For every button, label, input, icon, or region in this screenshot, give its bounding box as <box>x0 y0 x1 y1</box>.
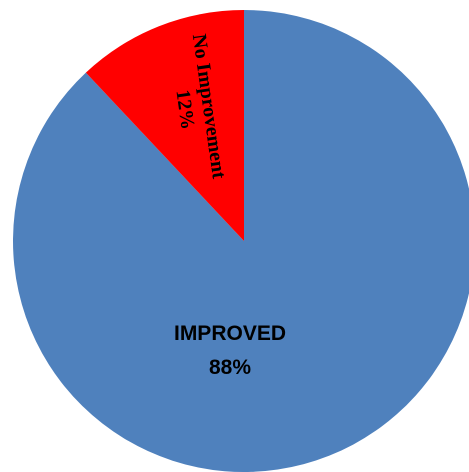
slice-percent-improved: 88% <box>209 356 251 379</box>
pie-slice-no-improvement <box>85 10 244 241</box>
slice-label-improved: IMPROVED <box>174 322 286 345</box>
pie-slices <box>13 10 469 472</box>
pie-slice-improved <box>13 10 469 472</box>
